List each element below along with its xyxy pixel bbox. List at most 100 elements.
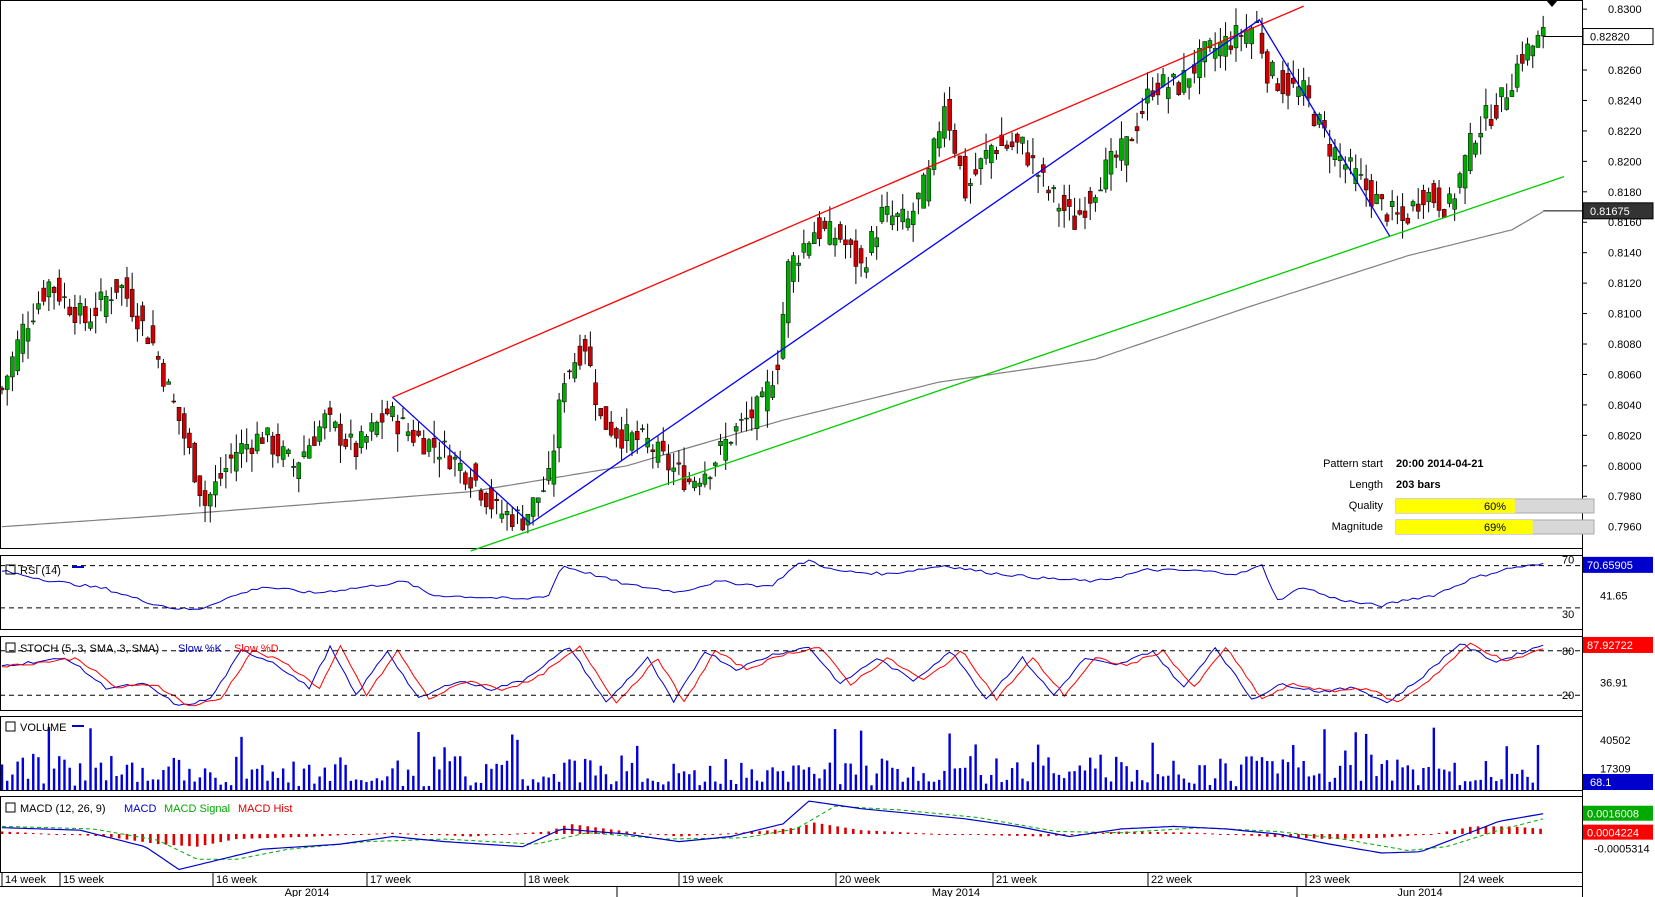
volume-bar: [47, 727, 51, 790]
candle-up: [374, 421, 380, 435]
candle-up: [624, 424, 630, 441]
magnitude-bar-fill: [1396, 520, 1533, 534]
macd-hist-bar: [891, 831, 894, 834]
macd-hist-bar: [1047, 834, 1050, 837]
macd-hist-bar: [672, 834, 675, 837]
volume-bar: [396, 760, 399, 790]
candle-down: [1176, 82, 1181, 95]
stoch-k-line: [1, 643, 1544, 706]
volume-bar: [922, 773, 925, 790]
macd-hist-bar: [531, 832, 535, 834]
marker-price-box: [1582, 202, 1654, 220]
volume-bar: [469, 785, 472, 790]
candle-up: [98, 291, 104, 300]
macd-hist-bar: [602, 828, 605, 834]
macd-signal-line: [1, 805, 1544, 860]
candle-down: [385, 408, 390, 415]
candle-up: [1244, 30, 1249, 44]
candle-up: [286, 449, 291, 455]
volume-bar: [281, 768, 285, 790]
volume-bar: [453, 756, 457, 790]
candle-up: [900, 208, 906, 223]
candle-down: [1264, 51, 1270, 84]
volume-bar: [0, 764, 4, 790]
x-axis: 14 week 15 week 16 week 17 week 18 week 19 we…: [0, 872, 1582, 897]
volume-bar: [1484, 761, 1488, 790]
volume-bar: [120, 774, 123, 790]
volume-bar: [21, 757, 25, 790]
volume-bar: [307, 764, 311, 790]
volume-bar: [943, 770, 946, 790]
volume-bar: [1146, 782, 1149, 790]
rsi-close-icon[interactable]: [5, 564, 16, 575]
candle-up: [1530, 45, 1536, 57]
volume-bar: [511, 734, 514, 790]
volume-bar: [927, 781, 930, 790]
rsi-line: [1, 559, 1544, 611]
volume-bar: [1469, 781, 1472, 790]
volume-bar: [318, 776, 321, 790]
candle-up: [1051, 187, 1056, 190]
candle-down: [1421, 190, 1426, 206]
volume-bar: [1187, 782, 1191, 790]
macd-hist-bar: [781, 828, 785, 834]
macd-hist-bar: [875, 830, 879, 834]
macd-hist-bar: [945, 834, 949, 835]
volume-bar: [500, 764, 504, 790]
volume-bar: [1026, 781, 1029, 790]
candle-up: [1202, 41, 1207, 63]
volume-bar: [724, 759, 727, 790]
volume-bar: [609, 784, 613, 790]
macd-hist-bar: [352, 834, 355, 835]
macd-close-icon[interactable]: [5, 802, 16, 813]
candle-up: [1020, 136, 1025, 144]
candle-down: [660, 440, 666, 452]
volume-bar: [589, 760, 592, 790]
candle-up: [1212, 48, 1218, 59]
volume-bar: [568, 759, 571, 790]
macd-hist-bar: [47, 833, 51, 835]
macd-hist-bar: [1211, 833, 1214, 835]
candle-up: [562, 383, 567, 403]
volume-bar: [1057, 774, 1061, 790]
macd-hist-bar: [1094, 833, 1097, 835]
candle-up: [551, 450, 557, 485]
macd-hist-bar: [367, 833, 371, 835]
candle-down: [41, 287, 46, 302]
candle-down: [957, 155, 963, 166]
stoch-d-line: [1, 642, 1544, 707]
candle-up: [296, 462, 302, 479]
volume-bar: [297, 786, 300, 790]
candle-down: [603, 406, 609, 430]
volume-bar: [427, 785, 431, 790]
candle-down: [1488, 118, 1494, 126]
candle-down: [1405, 217, 1411, 224]
macd-hist-bar: [766, 830, 769, 834]
volume-bar: [807, 767, 811, 790]
candle-down: [1004, 144, 1010, 149]
candle-up: [1098, 189, 1103, 192]
macd-panel: 0.0016008 0.0004224 -0.0005314: [0, 800, 1653, 871]
macd-hist-bar: [1148, 831, 1152, 834]
volume-close-icon[interactable]: [5, 721, 16, 732]
stoch-close-icon[interactable]: [5, 642, 16, 653]
candle-up: [223, 468, 229, 472]
macd-hist-bar: [438, 834, 441, 836]
candle-down: [1009, 141, 1015, 148]
volume-bar: [703, 781, 707, 790]
macd-hist-bar: [0, 831, 4, 834]
volume-bar: [1203, 765, 1206, 790]
volume-bar: [1031, 762, 1035, 790]
volume-bar: [1213, 778, 1217, 790]
volume-bar: [625, 771, 628, 790]
candle-down: [338, 423, 343, 446]
candle-up: [1389, 201, 1395, 207]
candle-down: [327, 407, 333, 415]
candle-down: [150, 325, 156, 344]
month-label: May 2014: [932, 887, 980, 897]
candle-up: [874, 237, 879, 248]
macd-hist-bar: [851, 828, 855, 834]
volume-bar: [464, 776, 467, 790]
candle-down: [343, 439, 348, 447]
macd-hist-bar: [383, 833, 386, 835]
